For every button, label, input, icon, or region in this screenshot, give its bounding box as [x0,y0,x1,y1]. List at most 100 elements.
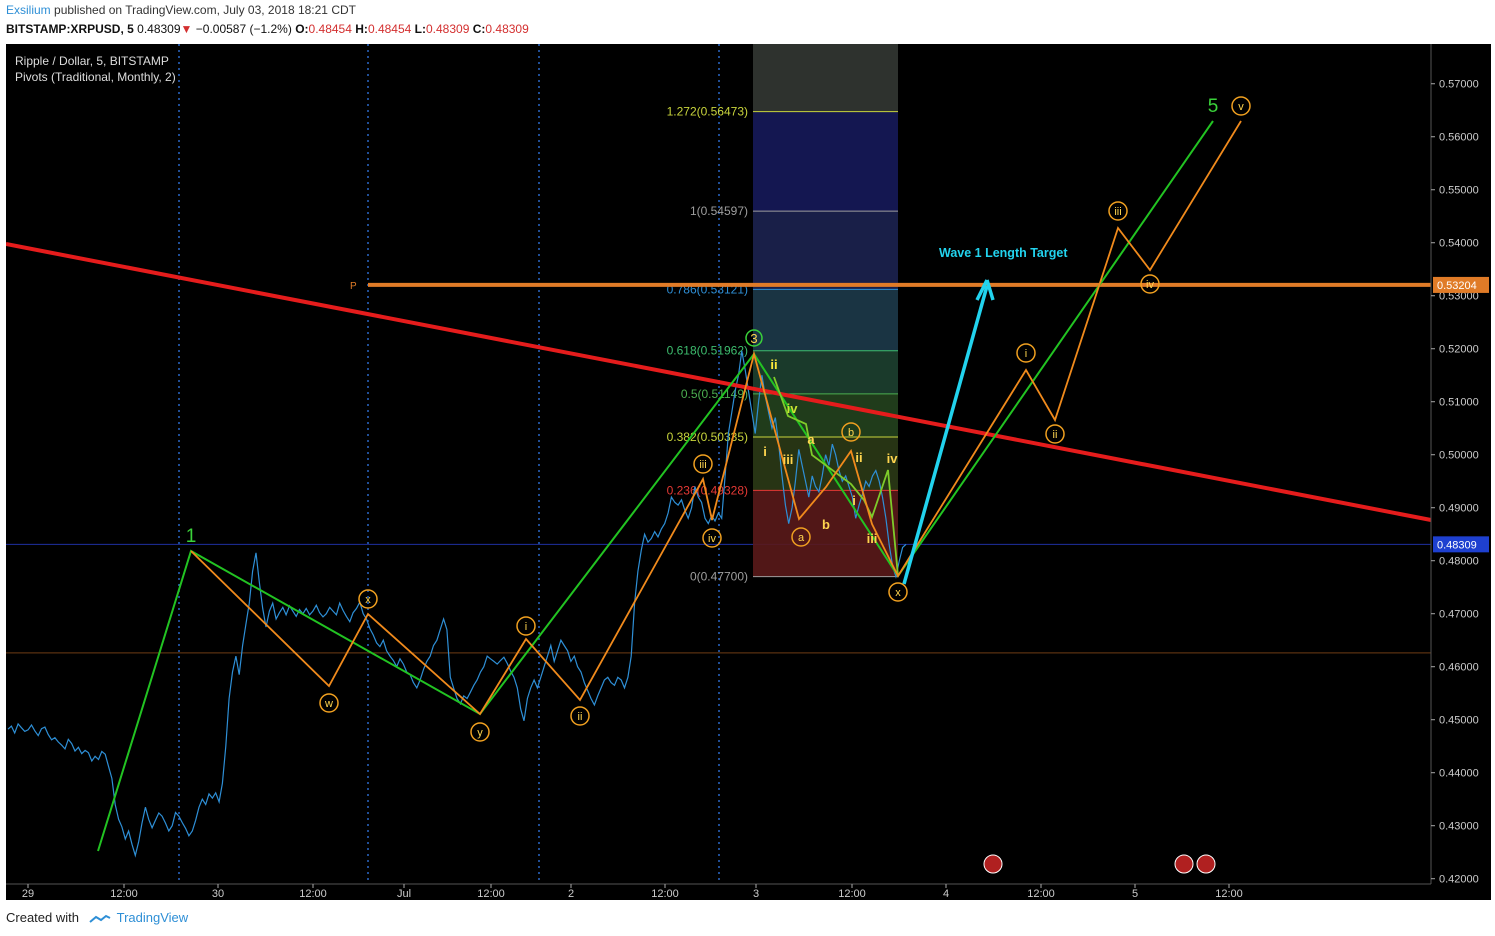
symbol-quote-bar: BITSTAMP:XRPUSD, 5 0.48309▼ −0.00587 (−1… [6,22,529,36]
high-value: 0.48454 [367,22,412,36]
price-chart[interactable]: 1.272(0.56473)1(0.54597)0.786(0.53121)0.… [5,44,1491,900]
wave-label: 1 [186,526,197,547]
price-tick-label: 0.43000 [1439,821,1479,833]
wave-label: iv [708,533,716,545]
legend-indicator: Pivots (Traditional, Monthly, 2) [15,70,176,84]
time-tick-label: 12:00 [110,888,138,900]
publish-header: Exsilium published on TradingView.com, J… [6,3,356,17]
wave-label: v [1238,101,1244,113]
wave-label-circle [1140,274,1160,294]
price-tick-label: 0.50000 [1439,450,1479,462]
created-with-label: Created with [6,910,79,925]
fib-level-label: 0.382(0.50335) [667,430,748,444]
price-tick-label: 0.54000 [1439,238,1479,250]
corrective-wave-path [190,120,1242,716]
fib-zone [753,111,898,212]
time-tick-label: 30 [212,888,224,900]
wave-label: i [525,621,527,633]
wave-label-circle [841,422,861,442]
price-tick-label: 0.56000 [1439,132,1479,144]
close-value: 0.48309 [485,22,529,36]
down-arrow-icon: ▼ [180,22,193,36]
wave-label: a [798,532,805,544]
fib-level-label: 0.618(0.51962) [667,344,748,358]
fib-zone [753,289,898,351]
price-tick-label: 0.51000 [1439,397,1479,409]
wave-label-circle [1108,201,1128,221]
price-axis-bg [1431,44,1491,900]
wave-label: w [324,698,333,710]
fib-zone [753,490,898,577]
price-tick-label: 0.42000 [1439,874,1479,886]
low-value: 0.48309 [426,22,470,36]
symbol-name: BITSTAMP:XRPUSD, 5 [6,22,134,36]
price-tick-label: 0.53000 [1439,291,1479,303]
wave-label: 3 [750,331,757,346]
wave-label-circle [1231,96,1251,116]
price-tick-label: 0.48000 [1439,556,1479,568]
time-tick-label: 12:00 [838,888,866,900]
author-link[interactable]: Exsilium [6,3,51,17]
time-tick-label: 12:00 [299,888,327,900]
wave-label: iii [699,459,706,471]
fib-zone [753,211,898,290]
time-tick-label: 3 [753,888,759,900]
legend-series: Ripple / Dollar, 5, BITSTAMP [15,54,169,68]
arrow-head-icon [975,279,995,301]
wave-label: x [365,594,371,606]
chart-area[interactable]: 1.272(0.56473) 1(0.54597) 0.786(0.53121) 0.… [5,44,1491,900]
minor-wave-path [773,376,899,577]
price-tick-label: 0.45000 [1439,715,1479,727]
wave-label-circle [693,454,713,474]
publish-info: published on TradingView.com, July 03, 2… [54,3,356,17]
economic-event-icon [983,854,1003,874]
fib-level-label: 0.236(0.49328) [667,483,748,497]
wave-label: y [477,727,483,739]
price-tick-label: 0.57000 [1439,79,1479,91]
wave-label: ii [578,711,583,723]
tradingview-link[interactable]: TradingView [116,910,189,925]
last-price-badge [1433,536,1489,553]
wave-label: iv [787,401,799,416]
footer: Created with TradingView [6,910,188,925]
wave-label: iv [1146,279,1154,291]
price-tick-label: 0.44000 [1439,768,1479,780]
last-price-badge-label: 0.48309 [1437,539,1477,551]
wave-label: i [852,493,856,508]
wave-label: iii [867,531,878,546]
wave-label: 5 [1208,96,1219,117]
price-tick-label: 0.52000 [1439,344,1479,356]
fib-level-label: 1.272(0.56473) [667,105,748,119]
last-price: 0.48309 [137,22,181,36]
tradingview-logo-icon [88,914,111,923]
time-tick-label: 29 [22,888,34,900]
price-tick-label: 0.46000 [1439,662,1479,674]
wave-label: iii [1114,206,1121,218]
wave-label: ii [855,450,862,465]
wave-label-circle [1016,343,1036,363]
fib-level-label: 1(0.54597) [690,204,748,218]
wave-label-circle [745,329,763,347]
price-tick-label: 0.49000 [1439,503,1479,515]
open-value: 0.48454 [308,22,352,36]
wave-label-circle [702,528,722,548]
impulse-wave-path [97,120,1214,852]
wave-label-circle [791,527,811,547]
wave-label: iii [783,452,794,467]
wave-label: ii [1053,429,1058,441]
trendline [5,242,1432,522]
price-series [7,350,907,858]
pivot-label: P [350,281,357,292]
wave-label: x [895,587,901,599]
low-label: L: [414,22,426,36]
pivot-price-badge [1433,276,1489,293]
fib-level-label: 0(0.47700) [690,570,748,584]
time-tick-label: 12:00 [1215,888,1243,900]
wave-label-circle [319,693,339,713]
economic-event-icon [1196,854,1216,874]
time-tick-label: 5 [1132,888,1138,900]
fib-level-label: 0.5(0.51149) [681,387,748,401]
wave-label-circle [570,706,590,726]
wave-label: a [807,432,815,447]
time-tick-label: 2 [568,888,574,900]
